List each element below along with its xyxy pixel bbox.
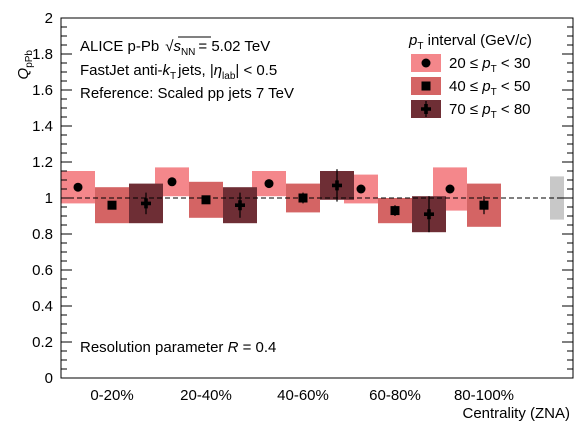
annotation-jets: FastJet anti-kT jets, |ηlab| < 0.5 — [80, 62, 277, 82]
legend-label: 70 ≤ pT < 80 — [449, 101, 531, 121]
y-tick-label: 0.6 — [32, 262, 53, 279]
y-tick-label: 1.8 — [32, 46, 53, 63]
annotation-energy: ALICE p-Pb √sNN = 5.02 TeV — [80, 38, 270, 58]
data-point — [264, 179, 274, 189]
x-axis-title: Centrality (ZNA) — [462, 405, 570, 422]
x-tick-label: 0-20% — [90, 387, 133, 404]
data-point — [332, 180, 343, 191]
y-axis-title: QpPb — [15, 50, 35, 80]
legend-label: 20 ≤ pT < 30 — [449, 55, 531, 75]
legend-marker — [421, 81, 431, 91]
x-tick-label: 60-80% — [369, 387, 421, 404]
y-tick-label: 0.8 — [32, 226, 53, 243]
data-point — [107, 200, 117, 210]
data-point — [445, 184, 455, 194]
data-point — [73, 182, 83, 192]
legend-title: pT interval (GeV/c) — [408, 32, 532, 52]
legend-marker — [421, 58, 431, 68]
x-tick-label: 20-40% — [180, 387, 232, 404]
annotation-resolution: Resolution parameter R = 0.4 — [80, 339, 276, 356]
y-tick-label: 1.6 — [32, 82, 53, 99]
y-tick-label: 1.4 — [32, 118, 53, 135]
y-tick-label: 1.2 — [32, 154, 53, 171]
legend: pT interval (GeV/c) 20 ≤ pT < 30 40 ≤ pT … — [408, 32, 532, 121]
data-point — [356, 184, 366, 194]
annotation-reference: Reference: Scaled pp jets 7 TeV — [80, 85, 294, 102]
data-point — [141, 198, 151, 209]
y-tick-label: 0 — [45, 370, 53, 387]
data-point — [201, 195, 211, 205]
data-point — [298, 193, 308, 203]
x-tick-label: 40-60% — [277, 387, 329, 404]
legend-label: 40 ≤ pT < 50 — [449, 78, 531, 98]
data-point — [235, 200, 245, 211]
y-tick-label: 1 — [45, 190, 53, 207]
data-point — [390, 206, 400, 216]
y-axis: 0 0.2 0.4 0.6 0.8 1 1.2 1.4 1.6 1.8 2 — [32, 10, 573, 387]
data-points — [73, 169, 489, 233]
systematic-bands — [61, 167, 501, 233]
x-axis: 0-20% 20-40% 40-60% 60-80% 80-100% — [90, 387, 514, 404]
y-tick-label: 0.4 — [32, 298, 53, 315]
data-point — [167, 177, 177, 187]
data-point — [479, 200, 489, 210]
legend-marker — [421, 104, 432, 114]
y-tick-label: 2 — [45, 10, 53, 27]
x-tick-label: 80-100% — [454, 387, 514, 404]
data-point — [424, 209, 435, 220]
y-tick-label: 0.2 — [32, 334, 53, 351]
